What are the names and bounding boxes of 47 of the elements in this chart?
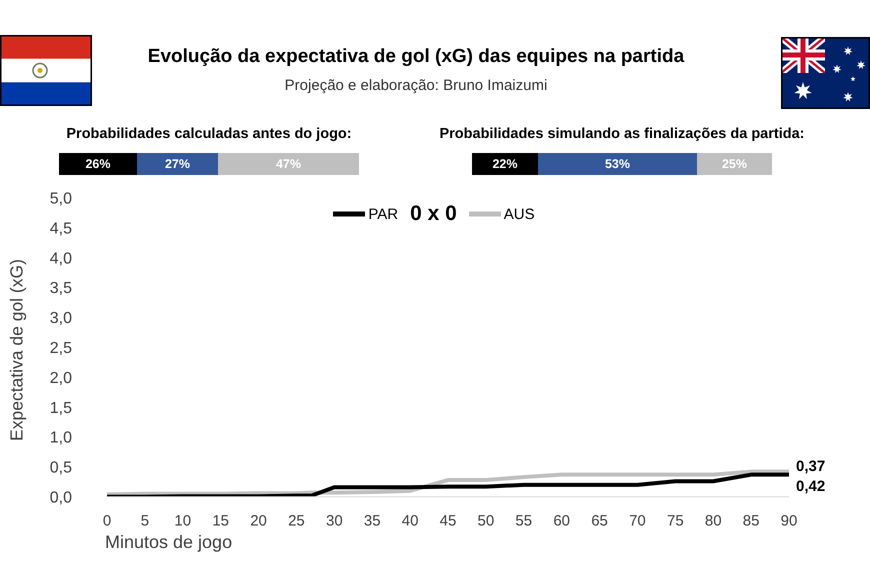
- y-tick-label: 3,5: [50, 280, 72, 298]
- x-tick-label: 70: [629, 512, 646, 530]
- x-tick-label: 90: [780, 512, 798, 530]
- data-label: 53%: [604, 157, 630, 171]
- x-tick-label: 80: [704, 512, 722, 530]
- text: Evolução da expectativa de gol (xG) das equipes na partida: [148, 46, 684, 67]
- x-tick-label: 25: [288, 512, 305, 530]
- x-tick-label: 10: [174, 512, 192, 530]
- x-tick-label: 55: [515, 512, 532, 530]
- text: Projeção e elaboração: Bruno Imaizumi: [284, 77, 548, 94]
- x-tick-label: 0: [102, 512, 112, 530]
- x-tick-label: 75: [666, 512, 684, 530]
- x-tick-label: 35: [364, 512, 381, 530]
- x-tick-label: 15: [212, 512, 230, 530]
- y-tick-label: 3,0: [50, 310, 72, 328]
- chart-title: Probabilidades calculadas antes do jogo:: [66, 126, 352, 142]
- y-axis-title: Expectativa de gol (xG): [6, 259, 26, 441]
- annotation: 0 x 0: [410, 202, 457, 225]
- x-tick-label: 50: [478, 512, 494, 530]
- legend-label: PAR: [368, 206, 398, 222]
- y-tick-label: 1,0: [50, 430, 72, 447]
- x-tick-label: 30: [326, 512, 343, 530]
- y-tick-label: 2,5: [50, 340, 72, 357]
- x-tick-label: 5: [140, 512, 150, 530]
- y-tick-label: 4,5: [50, 220, 72, 238]
- data-label: 25%: [722, 157, 748, 171]
- data-label: 47%: [276, 157, 302, 171]
- y-tick-label: 0,5: [50, 460, 72, 477]
- y-tick-label: 1,5: [50, 400, 72, 417]
- x-tick-label: 60: [553, 512, 570, 530]
- data-label: 0,37: [796, 458, 826, 476]
- x-tick-label: 45: [440, 512, 456, 530]
- y-tick-label: 4,0: [50, 250, 72, 268]
- data-label: 0,42: [796, 478, 826, 496]
- x-tick-label: 20: [250, 512, 267, 530]
- x-tick-label: 85: [742, 512, 760, 530]
- data-label: 22%: [492, 157, 518, 171]
- data-label: 26%: [85, 157, 111, 171]
- y-tick-label: 0,0: [50, 489, 72, 506]
- x-tick-label: 40: [402, 512, 418, 530]
- y-tick-label: 2,0: [50, 370, 72, 387]
- legend-label: AUS: [504, 206, 535, 222]
- data-label: 27%: [164, 157, 190, 171]
- y-tick-label: 5,0: [50, 190, 72, 208]
- chart-title: Probabilidades simulando as finalizações da partida:: [439, 126, 804, 142]
- x-axis-title: Minutos de jogo: [105, 532, 232, 552]
- x-tick-label: 65: [591, 512, 608, 530]
